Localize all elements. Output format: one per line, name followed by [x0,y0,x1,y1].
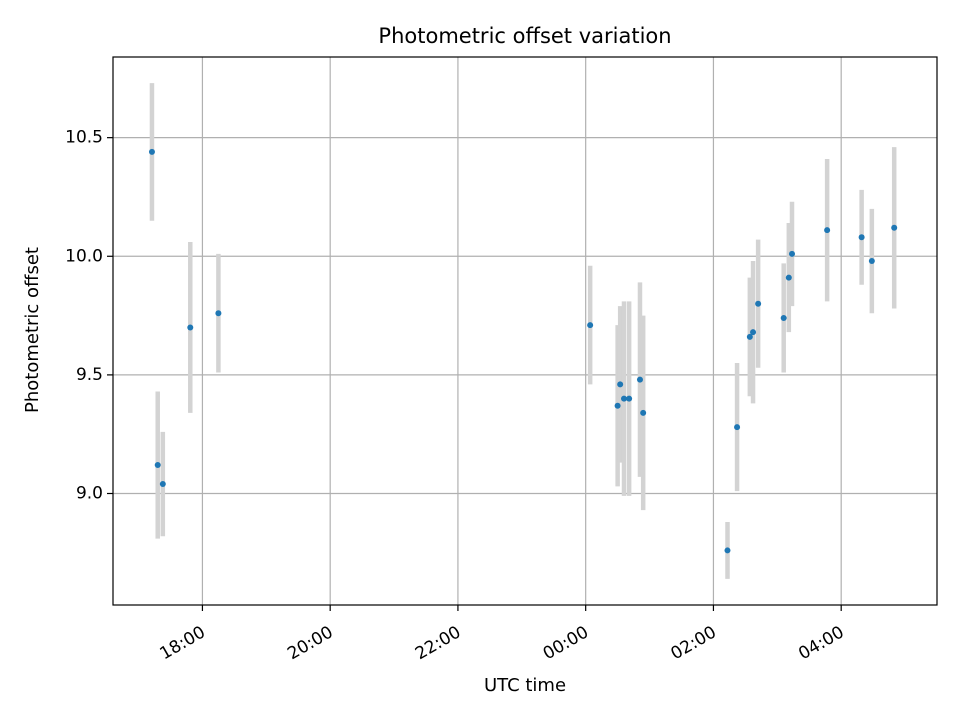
data-point [614,402,621,409]
data-point [858,234,865,241]
data-point [780,314,787,321]
data-point [621,395,628,402]
y-tick-label: 10.0 [65,246,103,266]
data-point [187,324,194,331]
data-points [148,148,898,554]
x-tick-label: 04:00 [795,622,847,664]
data-point [587,322,594,329]
data-point [724,547,731,554]
data-point [159,481,166,488]
data-point [215,310,222,317]
y-tick-label: 9.5 [76,365,103,385]
data-point [617,381,624,388]
plot-area-frame [112,56,938,606]
data-point [868,258,875,265]
data-point [148,148,155,155]
data-point [755,300,762,307]
x-tick-label: 00:00 [540,622,592,664]
grid-lines [113,57,937,605]
x-axis-label: UTC time [484,675,566,696]
data-point [746,333,753,340]
axis-ticks: 18:00 20:00 22:00 00:00 02:00 04:00 9.0 9.5 10.0… [65,128,848,665]
error-bars [149,83,897,579]
data-point [626,395,633,402]
x-tick-label: 22:00 [412,622,464,664]
y-axis-label: Photometric offset [22,247,43,413]
data-point [785,274,792,281]
data-point [640,409,647,416]
x-tick-label: 02:00 [667,622,719,664]
x-tick-label: 20:00 [284,622,336,664]
data-point [789,250,796,257]
y-tick-label: 10.5 [65,128,103,148]
data-point [154,462,161,469]
x-tick-label: 18:00 [156,622,208,664]
data-point [891,224,898,231]
chart-title: Photometric offset variation [378,24,671,48]
y-tick-label: 9.0 [76,484,103,504]
data-point [750,329,757,336]
data-point [824,227,831,234]
data-point [636,376,643,383]
data-point [734,424,741,431]
